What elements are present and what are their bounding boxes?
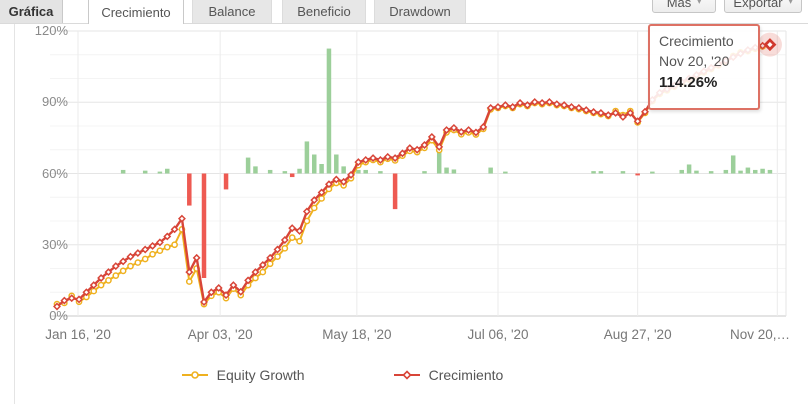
mas-button-label: Más — [666, 0, 692, 10]
tooltip-date: Nov 20, '20 — [659, 53, 730, 70]
tab-balance[interactable]: Balance — [192, 0, 272, 23]
x-tick-label: Apr 03, '20 — [187, 327, 253, 342]
y-tick-label: 0% — [49, 308, 68, 323]
chevron-down-icon: ▾ — [788, 0, 793, 6]
tooltip-value: 114.26% — [659, 73, 718, 91]
tab-strip: Gráfica Crecimiento Balance Beneficio Drawd… — [0, 0, 808, 24]
y-tick-label: 90% — [41, 94, 68, 110]
y-tick-label: 120% — [34, 23, 68, 38]
exportar-button-label: Exportar — [733, 0, 783, 10]
tooltip-series-name: Crecimiento — [659, 33, 734, 49]
legend-label: Equity Growth — [216, 367, 305, 383]
y-tick-label: 60% — [41, 165, 68, 181]
chart-tooltip: Crecimiento Nov 20, '20 114.26% — [648, 24, 760, 110]
exportar-dropdown-button[interactable]: Exportar ▾ — [724, 0, 802, 13]
x-tick-label: Aug 27, '20 — [603, 327, 672, 342]
tab-drawdown[interactable]: Drawdown — [374, 0, 466, 23]
x-tick-label: Nov 20,… — [729, 327, 791, 342]
chart-legend: Equity Growth Crecimiento — [0, 367, 746, 383]
legend-item-crecimiento[interactable]: Crecimiento — [393, 367, 504, 383]
chevron-down-icon: ▾ — [697, 0, 702, 6]
y-tick-label: 30% — [41, 236, 68, 252]
mas-dropdown-button[interactable]: Más ▾ — [652, 0, 716, 13]
diamond-marker-icon — [393, 370, 420, 380]
tab-crecimiento[interactable]: Crecimiento — [88, 0, 184, 24]
legend-item-equity-growth[interactable]: Equity Growth — [181, 367, 305, 383]
x-tick-label: Jul 06, '20 — [467, 327, 529, 342]
circle-marker-icon — [181, 371, 208, 379]
legend-label: Crecimiento — [428, 367, 504, 383]
tab-beneficio[interactable]: Beneficio — [282, 0, 366, 23]
panel-left-border — [14, 23, 15, 404]
x-tick-label: Jan 16, '20 — [45, 327, 111, 342]
section-title-label: Gráfica — [8, 4, 54, 19]
x-tick-label: May 18, '20 — [322, 327, 392, 342]
section-title-grafica[interactable]: Gráfica — [0, 0, 63, 23]
